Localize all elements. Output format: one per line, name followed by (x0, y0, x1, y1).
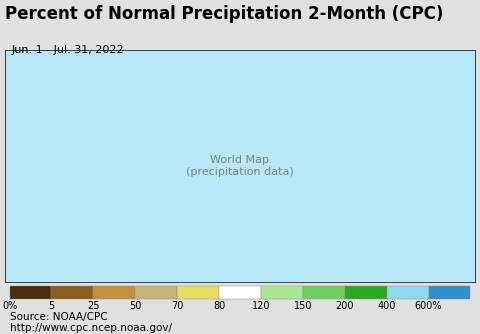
Bar (51, 286, 93, 299)
Text: 50: 50 (129, 301, 142, 311)
Text: Source: NOAA/CPC: Source: NOAA/CPC (10, 312, 107, 322)
Bar (387, 286, 429, 299)
Text: Percent of Normal Precipitation 2-Month (CPC): Percent of Normal Precipitation 2-Month … (5, 5, 443, 23)
Text: 600%: 600% (415, 301, 443, 311)
Text: 80: 80 (213, 301, 225, 311)
Text: 200: 200 (336, 301, 354, 311)
Text: 400: 400 (377, 301, 396, 311)
Bar (303, 286, 345, 299)
Bar (429, 286, 470, 299)
Text: 150: 150 (294, 301, 312, 311)
Text: 120: 120 (252, 301, 270, 311)
Text: 70: 70 (171, 301, 183, 311)
Bar (135, 286, 177, 299)
Text: 25: 25 (87, 301, 99, 311)
Bar (261, 286, 303, 299)
Text: 0%: 0% (2, 301, 17, 311)
Text: Jun. 1 - Jul. 31, 2022: Jun. 1 - Jul. 31, 2022 (12, 45, 125, 55)
Text: 5: 5 (48, 301, 55, 311)
Bar (177, 286, 219, 299)
Bar (219, 286, 261, 299)
Text: World Map
(precipitation data): World Map (precipitation data) (186, 155, 294, 177)
Bar (345, 286, 387, 299)
Bar (93, 286, 135, 299)
Text: http://www.cpc.ncep.noaa.gov/: http://www.cpc.ncep.noaa.gov/ (10, 323, 171, 333)
Bar (10, 286, 51, 299)
